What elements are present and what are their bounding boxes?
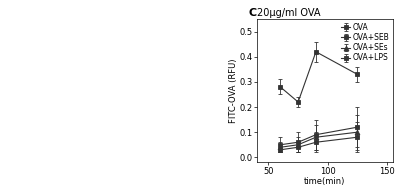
X-axis label: time(min): time(min) (304, 177, 346, 186)
Legend: OVA, OVA+SEB, OVA+SEs, OVA+LPS: OVA, OVA+SEB, OVA+SEs, OVA+LPS (341, 23, 389, 62)
Text: C: C (249, 8, 257, 18)
Text: 20μg/ml OVA: 20μg/ml OVA (257, 8, 320, 18)
Y-axis label: FITC-OVA (RFU): FITC-OVA (RFU) (229, 58, 238, 123)
